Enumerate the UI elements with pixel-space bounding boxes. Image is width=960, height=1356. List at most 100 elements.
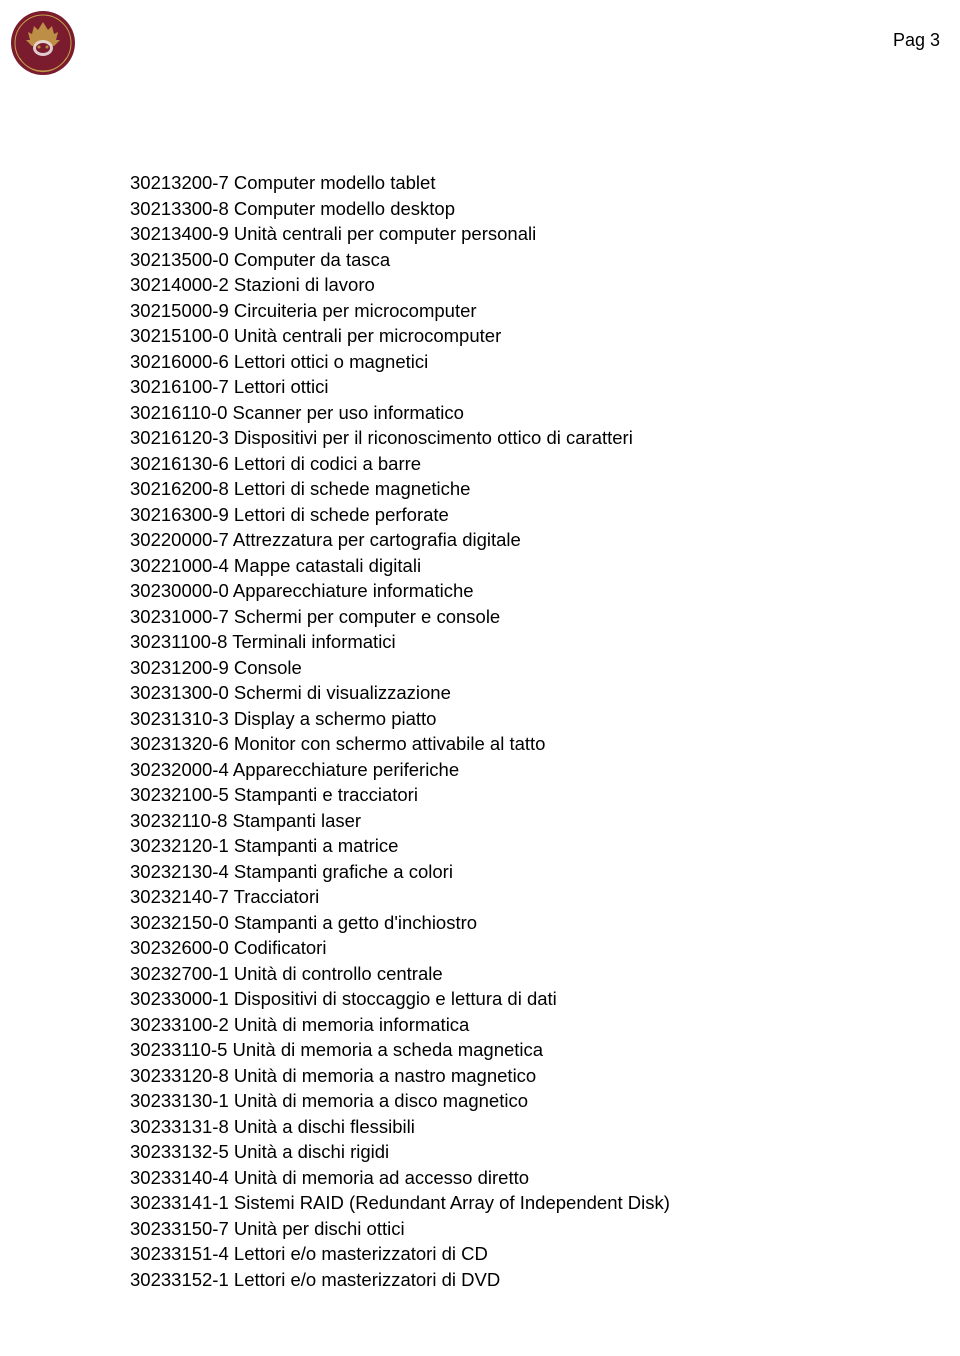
item-description: Terminali informatici <box>232 631 395 652</box>
item-code: 30216300-9 <box>130 504 229 525</box>
list-item: 30233120-8 Unità di memoria a nastro mag… <box>130 1063 960 1089</box>
item-code: 30233120-8 <box>130 1065 229 1086</box>
item-code: 30213300-8 <box>130 198 229 219</box>
item-description: Lettori di schede magnetiche <box>234 478 471 499</box>
list-item: 30233000-1 Dispositivi di stoccaggio e l… <box>130 986 960 1012</box>
item-code: 30232100-5 <box>130 784 229 805</box>
university-seal-logo <box>10 10 76 76</box>
item-code: 30216200-8 <box>130 478 229 499</box>
item-code: 30231310-3 <box>130 708 229 729</box>
item-description: Stampanti grafiche a colori <box>234 861 453 882</box>
item-description: Sistemi RAID (Redundant Array of Indepen… <box>234 1192 670 1213</box>
item-description: Apparecchiature informatiche <box>233 580 474 601</box>
item-code: 30231100-8 <box>130 631 227 652</box>
list-item: 30220000-7 Attrezzatura per cartografia … <box>130 527 960 553</box>
item-code: 30216130-6 <box>130 453 229 474</box>
item-description: Unità di memoria ad accesso diretto <box>234 1167 529 1188</box>
list-item: 30213400-9 Unità centrali per computer p… <box>130 221 960 247</box>
item-code: 30220000-7 <box>130 529 229 550</box>
list-item: 30233141-1 Sistemi RAID (Redundant Array… <box>130 1190 960 1216</box>
item-code: 30232700-1 <box>130 963 229 984</box>
list-item: 30233110-5 Unità di memoria a scheda mag… <box>130 1037 960 1063</box>
list-item: 30232110-8 Stampanti laser <box>130 808 960 834</box>
list-item: 30232000-4 Apparecchiature periferiche <box>130 757 960 783</box>
item-description: Scanner per uso informatico <box>233 402 464 423</box>
item-description: Mappe catastali digitali <box>234 555 421 576</box>
list-item: 30232150-0 Stampanti a getto d'inchiostr… <box>130 910 960 936</box>
item-description: Lettori ottici <box>234 376 329 397</box>
item-description: Unità centrali per computer personali <box>234 223 536 244</box>
item-code: 30215100-0 <box>130 325 229 346</box>
list-item: 30233152-1 Lettori e/o masterizzatori di… <box>130 1267 960 1293</box>
item-description: Dispositivi di stoccaggio e lettura di d… <box>234 988 557 1009</box>
item-description: Schermi di visualizzazione <box>234 682 451 703</box>
list-item: 30216100-7 Lettori ottici <box>130 374 960 400</box>
item-code: 30232140-7 <box>130 886 229 907</box>
list-item: 30231300-0 Schermi di visualizzazione <box>130 680 960 706</box>
list-item: 30216110-0 Scanner per uso informatico <box>130 400 960 426</box>
item-description: Lettori ottici o magnetici <box>234 351 428 372</box>
item-code: 30231320-6 <box>130 733 229 754</box>
item-code: 30233131-8 <box>130 1116 229 1137</box>
list-item: 30216200-8 Lettori di schede magnetiche <box>130 476 960 502</box>
item-code: 30233110-5 <box>130 1039 227 1060</box>
item-description: Computer modello desktop <box>234 198 455 219</box>
item-description: Dispositivi per il riconoscimento ottico… <box>234 427 633 448</box>
content-list: 30213200-7 Computer modello tablet302133… <box>0 100 960 1292</box>
list-item: 30231200-9 Console <box>130 655 960 681</box>
list-item: 30231100-8 Terminali informatici <box>130 629 960 655</box>
item-description: Lettori di codici a barre <box>234 453 421 474</box>
item-code: 30216000-6 <box>130 351 229 372</box>
list-item: 30232130-4 Stampanti grafiche a colori <box>130 859 960 885</box>
list-item: 30230000-0 Apparecchiature informatiche <box>130 578 960 604</box>
item-description: Unità centrali per microcomputer <box>234 325 501 346</box>
item-code: 30213500-0 <box>130 249 229 270</box>
list-item: 30213300-8 Computer modello desktop <box>130 196 960 222</box>
list-item: 30216300-9 Lettori di schede perforate <box>130 502 960 528</box>
item-code: 30213200-7 <box>130 172 229 193</box>
item-description: Unità di memoria a disco magnetico <box>234 1090 528 1111</box>
item-description: Codificatori <box>234 937 327 958</box>
item-description: Computer da tasca <box>234 249 390 270</box>
item-code: 30231000-7 <box>130 606 229 627</box>
item-description: Console <box>234 657 302 678</box>
item-code: 30233130-1 <box>130 1090 229 1111</box>
item-description: Computer modello tablet <box>234 172 436 193</box>
list-item: 30233150-7 Unità per dischi ottici <box>130 1216 960 1242</box>
list-item: 30216000-6 Lettori ottici o magnetici <box>130 349 960 375</box>
item-code: 30230000-0 <box>130 580 229 601</box>
list-item: 30216120-3 Dispositivi per il riconoscim… <box>130 425 960 451</box>
list-item: 30233131-8 Unità a dischi flessibili <box>130 1114 960 1140</box>
list-item: 30232600-0 Codificatori <box>130 935 960 961</box>
item-description: Lettori e/o masterizzatori di CD <box>234 1243 488 1264</box>
item-code: 30233140-4 <box>130 1167 229 1188</box>
list-item: 30232140-7 Tracciatori <box>130 884 960 910</box>
item-description: Circuiteria per microcomputer <box>234 300 477 321</box>
list-item: 30213500-0 Computer da tasca <box>130 247 960 273</box>
item-code: 30232000-4 <box>130 759 229 780</box>
item-code: 30216100-7 <box>130 376 229 397</box>
item-description: Stampanti a getto d'inchiostro <box>234 912 477 933</box>
item-description: Stampanti e tracciatori <box>234 784 418 805</box>
item-code: 30232130-4 <box>130 861 229 882</box>
item-description: Attrezzatura per cartografia digitale <box>233 529 521 550</box>
item-description: Unità di memoria a nastro magnetico <box>234 1065 536 1086</box>
list-item: 30233151-4 Lettori e/o masterizzatori di… <box>130 1241 960 1267</box>
item-description: Lettori di schede perforate <box>234 504 449 525</box>
item-code: 30213400-9 <box>130 223 229 244</box>
item-description: Unità di memoria a scheda magnetica <box>233 1039 544 1060</box>
list-item: 30233100-2 Unità di memoria informatica <box>130 1012 960 1038</box>
list-item: 30232120-1 Stampanti a matrice <box>130 833 960 859</box>
list-item: 30214000-2 Stazioni di lavoro <box>130 272 960 298</box>
item-description: Tracciatori <box>234 886 320 907</box>
item-code: 30231200-9 <box>130 657 229 678</box>
item-code: 30221000-4 <box>130 555 229 576</box>
list-item: 30231000-7 Schermi per computer e consol… <box>130 604 960 630</box>
item-code: 30233100-2 <box>130 1014 229 1035</box>
list-item: 30215000-9 Circuiteria per microcomputer <box>130 298 960 324</box>
item-description: Unità a dischi rigidi <box>234 1141 389 1162</box>
item-code: 30232600-0 <box>130 937 229 958</box>
list-item: 30213200-7 Computer modello tablet <box>130 170 960 196</box>
list-item: 30233132-5 Unità a dischi rigidi <box>130 1139 960 1165</box>
item-code: 30233151-4 <box>130 1243 229 1264</box>
